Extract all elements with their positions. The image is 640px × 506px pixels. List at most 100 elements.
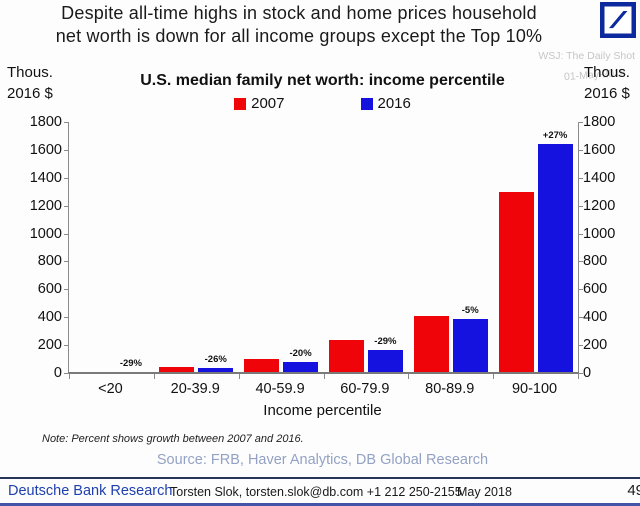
y-axis-unit-left-line2: 2016 $	[7, 85, 53, 102]
bar-2016-80-89.9: -5%	[452, 305, 488, 373]
brand: Deutsche Bank Research	[8, 483, 173, 499]
y-axis-unit-right: Thous. 2016 $	[584, 62, 630, 104]
y-tick-label: 1600	[29, 141, 62, 158]
watermark-wsj: WSJ: The Daily Shot	[538, 50, 635, 62]
bar-2016-90-100: +27%	[537, 130, 573, 373]
bar-2016-60-79.9: -29%	[367, 336, 403, 373]
x-category-label: 80-89.9	[425, 381, 475, 397]
plot-area: -29% -26% -20% -29% -5% +27%	[64, 122, 583, 379]
y-tick-label: 1800	[29, 114, 62, 130]
y-tick-mark	[64, 149, 69, 151]
bar-growth-label: -26%	[204, 354, 227, 366]
x-axis-labels: <20 20-39.9 40-59.9 60-79.9 80-89.9 90-100	[68, 381, 577, 397]
x-tick-mark	[408, 374, 410, 379]
y-tick-mark	[578, 289, 583, 291]
x-category-label: 40-59.9	[255, 381, 305, 397]
y-tick-label: 1200	[583, 197, 616, 214]
contact-info: Torsten Slok, torsten.slok@db.com +1 212…	[170, 485, 462, 499]
y-axis-unit-right-line1: Thous.	[584, 64, 630, 81]
x-axis-line	[68, 372, 579, 374]
y-tick-mark	[578, 345, 583, 347]
legend-label: 2007	[251, 95, 285, 112]
y-tick-mark	[578, 317, 583, 319]
y-tick-label: 1400	[29, 169, 62, 186]
x-tick-mark	[238, 374, 240, 379]
bar-group-40-59.9: -20%	[239, 122, 324, 373]
y-tick-mark	[64, 373, 69, 374]
bar-2007-90-100	[498, 192, 534, 373]
y-axis-labels-right: 0 200 400 600 800 1000 1200 1400 1600 1800	[583, 114, 637, 381]
x-category-label: 90-100	[511, 381, 558, 397]
bar-2016-20-39.9: -26%	[198, 354, 234, 373]
y-tick-label: 1400	[583, 169, 616, 186]
bar-group-80-89.9: -5%	[408, 122, 493, 373]
y-tick-mark	[64, 177, 69, 179]
legend-item-2016: 2016	[360, 95, 411, 112]
bar-2007-80-89.9	[413, 315, 449, 373]
footer-date: May 2018	[457, 485, 512, 499]
y-tick-label: 1600	[583, 141, 616, 158]
bar-group-90-100: +27%	[493, 122, 578, 373]
y-tick-label: 200	[37, 337, 62, 354]
x-category-label: <20	[98, 381, 123, 397]
x-tick-mark	[323, 374, 325, 379]
y-tick-label: 400	[37, 309, 62, 326]
bar-group-60-79.9: -29%	[323, 122, 408, 373]
legend-swatch-icon	[234, 97, 247, 110]
y-tick-label: 800	[583, 253, 608, 270]
x-tick-mark	[153, 374, 155, 379]
bar-growth-label: -5%	[461, 304, 479, 316]
y-tick-label: 600	[37, 281, 62, 298]
bar-growth-label: -20%	[289, 347, 312, 359]
y-tick-mark	[64, 261, 69, 263]
y-tick-label: 400	[583, 309, 608, 326]
y-tick-label: 200	[583, 337, 608, 354]
y-axis-labels-left: 0 200 400 600 800 1000 1200 1400 1600 1800	[8, 114, 62, 381]
page-title-line1: Despite all-time highs in stock and home…	[61, 3, 537, 23]
y-tick-label: 800	[37, 253, 62, 270]
y-tick-mark	[578, 205, 583, 207]
bar-growth-label: +27%	[542, 129, 568, 141]
y-tick-mark	[64, 233, 69, 235]
y-tick-label: 0	[53, 365, 62, 381]
y-tick-label: 1200	[29, 197, 62, 214]
bar-2007-40-59.9	[244, 359, 280, 373]
source: Source: FRB, Haver Analytics, DB Global …	[156, 452, 489, 468]
y-tick-label: 1000	[583, 225, 616, 242]
y-tick-mark	[578, 373, 583, 374]
deutsche-bank-logo-icon	[600, 2, 636, 38]
bar-2007-60-79.9	[328, 340, 364, 373]
legend-label: 2016	[377, 95, 411, 112]
x-category-label: 20-39.9	[170, 381, 220, 397]
chart-legend: 2007 2016	[68, 95, 577, 112]
note: Note: Percent shows growth between 2007 …	[42, 433, 304, 445]
footer: Deutsche Bank Research Torsten Slok, tor…	[0, 480, 640, 503]
page-number: 49	[627, 482, 640, 499]
y-axis-unit-left-line1: Thous.	[7, 64, 53, 81]
bar-2007-20-39.9	[159, 366, 195, 373]
y-tick-mark	[578, 261, 583, 263]
bar-groups: -29% -26% -20% -29% -5% +27%	[69, 122, 578, 373]
y-tick-label: 0	[583, 365, 592, 381]
footer-divider	[0, 477, 640, 479]
y-tick-mark	[64, 205, 69, 207]
bar-2016-40-59.9: -20%	[283, 348, 319, 373]
bar-growth-label: -29%	[374, 335, 397, 347]
y-tick-mark	[578, 122, 583, 123]
page-title-line2: net worth is down for all income groups …	[55, 26, 543, 46]
y-tick-mark	[578, 233, 583, 235]
y-axis-unit-right-line2: 2016 $	[584, 85, 630, 102]
y-tick-mark	[64, 345, 69, 347]
bar-group-20-39.9: -26%	[154, 122, 239, 373]
bar-growth-label: -29%	[119, 358, 142, 369]
y-tick-mark	[578, 177, 583, 179]
y-tick-mark	[64, 317, 69, 319]
y-tick-label: 600	[583, 281, 608, 298]
y-tick-label: 1800	[583, 114, 616, 130]
chart-title: U.S. median family net worth: income per…	[140, 72, 505, 89]
y-tick-label: 1000	[29, 225, 62, 242]
page-title: Despite all-time highs in stock and home…	[10, 2, 588, 48]
x-tick-mark	[578, 374, 579, 379]
x-axis-title: Income percentile	[263, 402, 382, 419]
